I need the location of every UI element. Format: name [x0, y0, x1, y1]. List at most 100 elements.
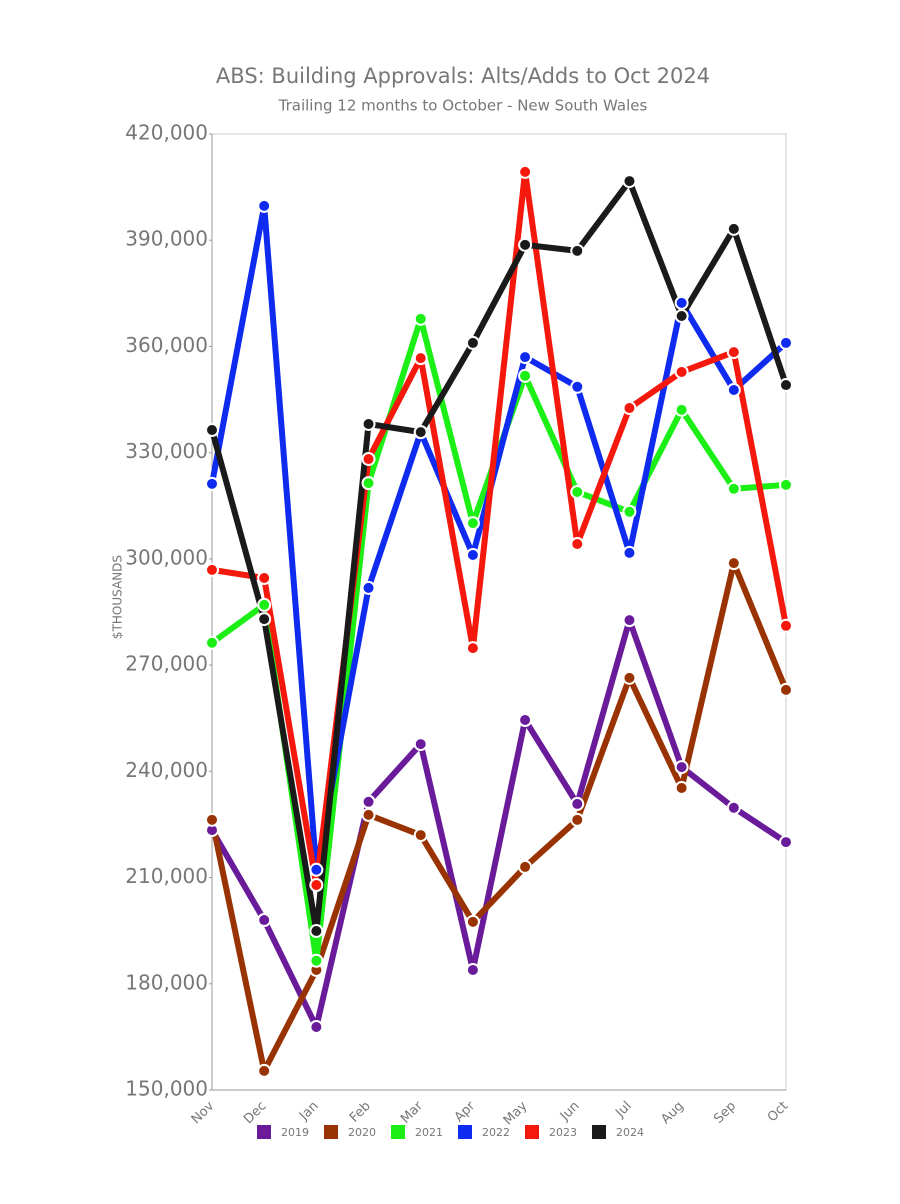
legend-label: 2021 [415, 1126, 443, 1139]
data-point [361, 794, 376, 809]
data-point [570, 796, 585, 811]
data-point [413, 828, 428, 843]
data-point [726, 800, 741, 815]
legend-swatch [525, 1125, 539, 1139]
data-point [674, 295, 689, 310]
data-point [465, 547, 480, 562]
data-point [570, 812, 585, 827]
data-point [622, 613, 637, 628]
data-point [518, 350, 533, 365]
data-point [674, 364, 689, 379]
legend-swatch [592, 1125, 606, 1139]
data-point [309, 924, 324, 939]
data-point [205, 812, 219, 827]
data-point [465, 962, 480, 977]
data-point [779, 682, 793, 697]
data-point [465, 335, 480, 350]
data-point [518, 237, 533, 252]
data-point [257, 597, 272, 612]
data-point [518, 368, 533, 383]
data-point [674, 780, 689, 795]
legend-label: 2022 [482, 1126, 510, 1139]
data-point [518, 712, 533, 727]
legend-label: 2024 [616, 1126, 644, 1139]
data-point [779, 378, 793, 393]
data-point [309, 1019, 324, 1034]
data-point [779, 477, 793, 492]
data-point [674, 402, 689, 417]
series-line [209, 617, 788, 1030]
data-point [257, 612, 272, 627]
y-tick-label: 390,000 [125, 227, 208, 251]
data-point [413, 311, 428, 326]
data-point [726, 556, 741, 571]
data-point [622, 504, 637, 519]
y-axis-title: $THOUSANDS [111, 555, 125, 639]
y-tick-label: 360,000 [125, 333, 208, 357]
data-point [465, 914, 480, 929]
data-point [257, 1063, 272, 1078]
data-point [465, 641, 480, 656]
y-tick-label: 270,000 [125, 652, 208, 676]
data-point [570, 537, 585, 552]
data-point [361, 416, 376, 431]
series-line [209, 178, 789, 935]
legend-swatch [324, 1125, 338, 1139]
y-tick-label: 240,000 [125, 758, 208, 782]
data-point [257, 198, 272, 213]
data-point [518, 859, 533, 874]
data-point [413, 351, 428, 366]
data-point [205, 476, 219, 491]
data-point [570, 379, 585, 394]
data-point [674, 760, 689, 775]
legend-label: 2023 [549, 1126, 577, 1139]
y-tick-label: 150,000 [125, 1077, 208, 1101]
data-point [726, 345, 741, 360]
data-point [309, 862, 324, 877]
data-point [622, 670, 637, 685]
data-point [257, 571, 272, 586]
legend-label: 2020 [348, 1126, 376, 1139]
data-point [779, 835, 793, 850]
data-point [726, 481, 741, 496]
legend-label: 2019 [281, 1126, 309, 1139]
series-line [209, 202, 789, 873]
data-point [622, 545, 637, 560]
legend-swatch [391, 1125, 405, 1139]
data-point [413, 425, 428, 440]
data-point [413, 737, 428, 752]
chart-subtitle: Trailing 12 months to October - New Sout… [278, 97, 648, 115]
data-point [518, 164, 533, 179]
legend-swatch [257, 1125, 271, 1139]
data-point [205, 423, 219, 438]
data-point [205, 635, 219, 650]
legend-swatch [458, 1125, 472, 1139]
chart-title: ABS: Building Approvals: Alts/Adds to Oc… [216, 64, 710, 88]
y-tick-label: 420,000 [125, 121, 208, 145]
data-point [779, 335, 793, 350]
y-tick-label: 210,000 [125, 864, 208, 888]
data-point [674, 308, 689, 323]
data-point [622, 401, 637, 416]
series-line [211, 168, 789, 888]
data-point [361, 452, 376, 467]
data-point [726, 382, 741, 397]
data-point [622, 174, 637, 189]
y-tick-label: 300,000 [125, 545, 208, 569]
data-point [361, 476, 376, 491]
data-point [361, 580, 376, 595]
data-point [309, 953, 324, 968]
data-point [465, 516, 480, 531]
data-point [257, 913, 272, 928]
data-point [309, 877, 324, 892]
data-point [570, 484, 585, 499]
series-line [209, 560, 789, 1074]
data-point [726, 221, 741, 236]
data-point [361, 807, 376, 822]
data-point [570, 243, 585, 258]
y-tick-label: 180,000 [125, 970, 208, 994]
data-point [779, 618, 793, 633]
data-point [205, 562, 219, 577]
